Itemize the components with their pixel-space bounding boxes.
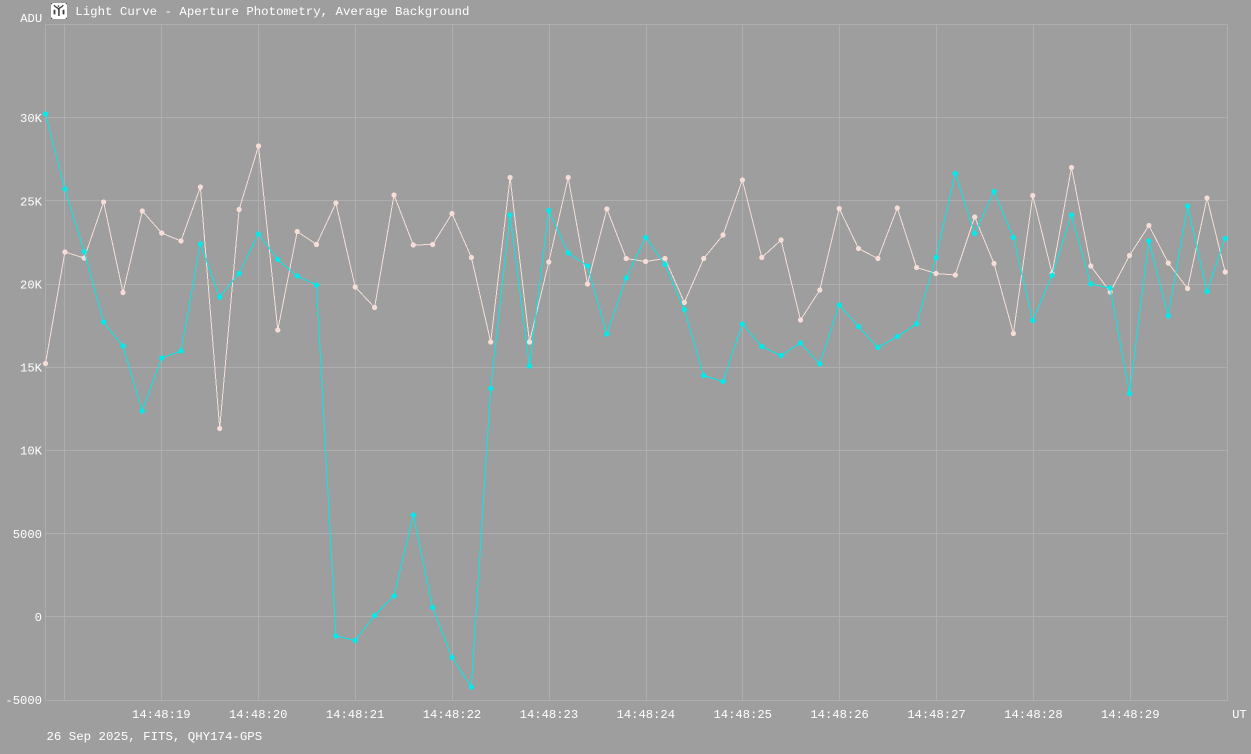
svg-text:26 Sep 2025, FITS, QHY174-GPS: 26 Sep 2025, FITS, QHY174-GPS — [47, 730, 263, 744]
svg-text:14:48:29: 14:48:29 — [1101, 708, 1160, 722]
svg-text:15K: 15K — [20, 362, 43, 376]
svg-text:14:48:20: 14:48:20 — [229, 708, 288, 722]
svg-text:30K: 30K — [20, 112, 43, 126]
svg-text:14:48:19: 14:48:19 — [132, 708, 191, 722]
svg-text:0: 0 — [35, 611, 42, 625]
svg-text:14:48:26: 14:48:26 — [810, 708, 869, 722]
svg-text:10K: 10K — [20, 445, 43, 459]
svg-text:ADU: ADU — [20, 12, 42, 26]
svg-text:14:48:23: 14:48:23 — [520, 708, 579, 722]
svg-text:14:48:28: 14:48:28 — [1004, 708, 1063, 722]
svg-text:20K: 20K — [20, 278, 43, 292]
svg-text:-5000: -5000 — [5, 694, 42, 708]
svg-text:14:48:25: 14:48:25 — [713, 708, 772, 722]
svg-text:14:48:27: 14:48:27 — [907, 708, 966, 722]
svg-text:14:48:22: 14:48:22 — [423, 708, 482, 722]
svg-text:25K: 25K — [20, 195, 43, 209]
svg-text:14:48:21: 14:48:21 — [326, 708, 385, 722]
svg-text:UT: UT — [1232, 708, 1247, 722]
svg-text:Light Curve - Aperture Photome: Light Curve - Aperture Photometry, Avera… — [75, 5, 469, 19]
svg-text:14:48:24: 14:48:24 — [617, 708, 676, 722]
svg-text:5000: 5000 — [13, 528, 42, 542]
